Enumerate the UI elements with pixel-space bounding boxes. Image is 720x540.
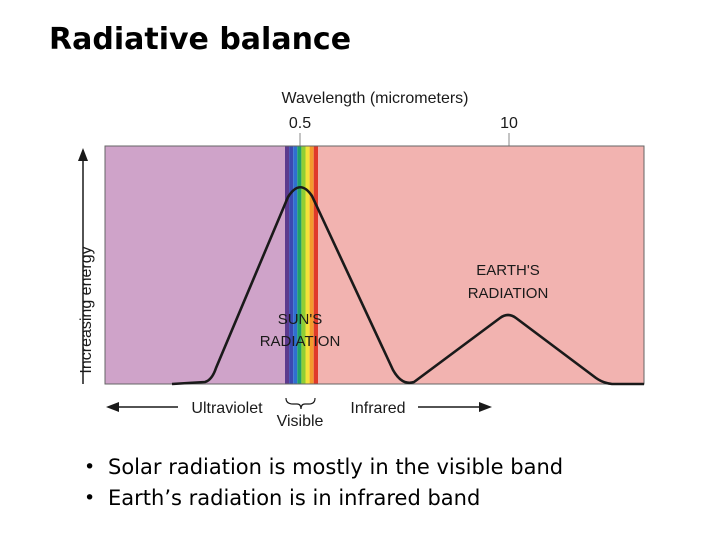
spectrum-band-red [313, 146, 318, 384]
bullet-item: Solar radiation is mostly in the visible… [84, 452, 563, 483]
radiation-curve [171, 185, 644, 386]
infrared-arrowhead [479, 402, 492, 412]
earth-radiation-label-line1: EARTH'S [476, 262, 539, 279]
bullet-item: Earth’s radiation is in infrared band [84, 483, 563, 514]
ultraviolet-label: Ultraviolet [191, 400, 263, 417]
plot-frame [104, 145, 645, 385]
spectrum-band-yellow [305, 146, 310, 384]
spectrum-band-green [297, 146, 302, 384]
tick-label-10: 10 [500, 115, 518, 132]
ultraviolet-region [105, 146, 285, 384]
spectrum-band-blue [293, 146, 298, 384]
infrared-region [318, 146, 644, 384]
spectrum-band-indigo [289, 146, 294, 384]
visible-brace [285, 397, 316, 410]
spectrum-band-orange [309, 146, 314, 384]
spectrum-band-yellow-green [301, 146, 306, 384]
ultraviolet-arrowhead [106, 402, 119, 412]
visible-label: Visible [277, 413, 324, 430]
tick-label-0-5: 0.5 [289, 115, 311, 132]
spectrum-band-violet [285, 146, 290, 384]
slide-title: Radiative balance [49, 22, 352, 57]
infrared-label: Infrared [350, 400, 405, 417]
energy-axis-arrowhead [78, 148, 88, 161]
earth-radiation-label-line2: RADIATION [468, 285, 549, 302]
bullet-list: Solar radiation is mostly in the visible… [84, 452, 563, 514]
energy-axis-label: Increasing energy [78, 246, 95, 373]
sun-radiation-label-line1: SUN'S [278, 311, 323, 328]
visible-spectrum-band [285, 146, 318, 384]
sun-radiation-label-line2: RADIATION [260, 333, 341, 350]
wavelength-axis-label: Wavelength (micrometers) [281, 90, 468, 107]
